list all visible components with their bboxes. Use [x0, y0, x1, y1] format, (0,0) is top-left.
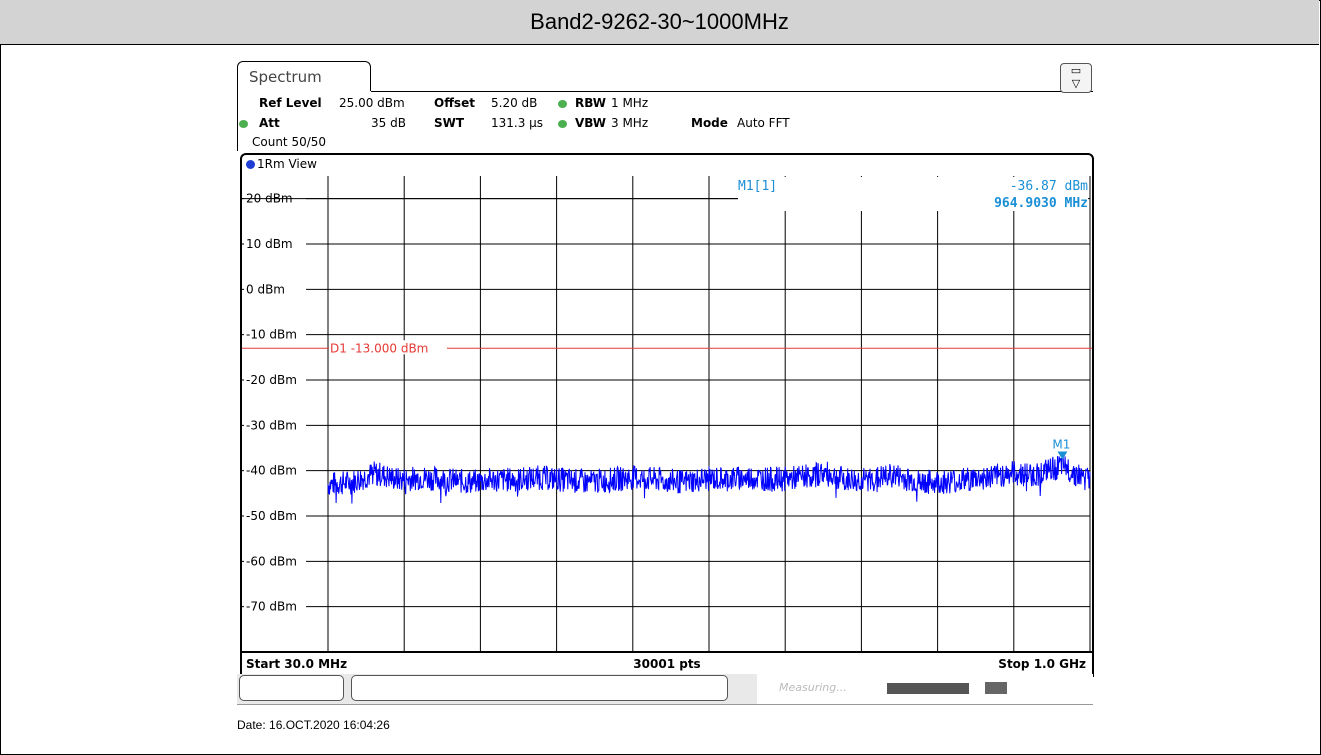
remote-icon — [985, 682, 1007, 694]
y-tick-label: 10 dBm — [246, 237, 293, 251]
marker-readout-level: -36.87 dBm — [1010, 179, 1088, 194]
trace-window: 1Rm View 20 dBm 10 dBm 0 dBm -10 dBm -20 dBm… — [240, 153, 1094, 677]
sweep-points: 30001 pts — [633, 657, 700, 671]
att-coupled-icon — [235, 116, 252, 130]
mode-label: Mode — [691, 116, 728, 130]
offset-label: Offset — [434, 96, 475, 110]
swt-value: 131.3 µs — [491, 116, 544, 130]
vbw-coupled-icon — [554, 116, 571, 130]
display-line-label-bg — [329, 340, 447, 355]
y-tick-label: 0 dBm — [246, 282, 285, 296]
marker-readout-title: M1[1] — [738, 179, 777, 194]
trace-view-label: 1Rm View — [246, 157, 317, 171]
att-label: Att — [259, 116, 280, 130]
status-field-1 — [239, 675, 344, 701]
y-tick-label-bg — [244, 462, 306, 477]
rbw-coupled-icon — [554, 96, 571, 110]
offset-value: 5.20 dB — [491, 96, 538, 110]
y-tick-label-bg — [244, 190, 306, 205]
progress-bar — [887, 683, 969, 694]
y-tick-label: -10 dBm — [246, 328, 297, 342]
display-line-label: D1 -13.000 dBm — [330, 341, 428, 355]
marker-readout-freq: 964.9030 MHz — [994, 196, 1088, 211]
vbw-value: 3 MHz — [611, 116, 649, 130]
marker-m1-label: M1 — [1052, 437, 1070, 451]
marker-readout-bg — [738, 177, 1088, 211]
y-tick-label: -70 dBm — [246, 600, 297, 614]
rbw-label: RBW — [575, 96, 606, 110]
y-tick-label-bg — [244, 598, 306, 613]
swt-label: SWT — [434, 116, 465, 130]
ref-level-value: 25.00 dBm — [339, 96, 405, 110]
y-tick-label: -20 dBm — [246, 373, 297, 387]
y-tick-label-bg — [244, 508, 306, 522]
y-tick-label-bg — [244, 372, 306, 386]
y-tick-label: -50 dBm — [246, 509, 297, 523]
status-field-2 — [351, 675, 728, 701]
tab-spectrum[interactable]: Spectrum — [237, 61, 371, 91]
start-frequency: Start 30.0 MHz — [246, 657, 347, 671]
y-tick-label: -60 dBm — [246, 554, 297, 568]
stop-frequency: Stop 1.0 GHz — [998, 657, 1086, 671]
y-tick-label: -40 dBm — [246, 464, 297, 478]
status-bar: Measuring... — [237, 674, 1093, 705]
trace-view-text: 1Rm View — [257, 157, 317, 171]
mode-value: Auto FFT — [737, 116, 790, 130]
y-tick-label-bg — [244, 236, 306, 250]
tab-divider — [371, 91, 1093, 92]
y-tick-label-bg — [244, 281, 306, 296]
capture-date: Date: 16.OCT.2020 16:04:26 — [237, 718, 390, 732]
vbw-label: VBW — [575, 116, 607, 130]
measuring-status: Measuring... — [779, 681, 847, 694]
analyzer-display: Spectrum ▭ ▽ Ref Level 25.00 dBm Offset 5… — [235, 61, 1094, 707]
page-title: Band2-9262-30~1000MHz — [0, 0, 1319, 45]
display-config-icon[interactable]: ▭ ▽ — [1060, 63, 1092, 93]
y-tick-label-bg — [244, 553, 306, 568]
y-tick-label-bg — [244, 417, 306, 432]
marker-m1-triangle — [1057, 451, 1068, 460]
y-tick-label: -30 dBm — [246, 418, 297, 432]
rbw-value: 1 MHz — [611, 96, 649, 110]
trace-indicator-icon — [246, 160, 255, 169]
trace-line — [327, 453, 1091, 504]
ref-level-label: Ref Level — [259, 96, 322, 110]
att-value: 35 dB — [371, 116, 406, 130]
y-tick-label-bg — [244, 326, 306, 341]
sweep-count: Count 50/50 — [252, 135, 327, 149]
panel-border — [237, 91, 238, 151]
